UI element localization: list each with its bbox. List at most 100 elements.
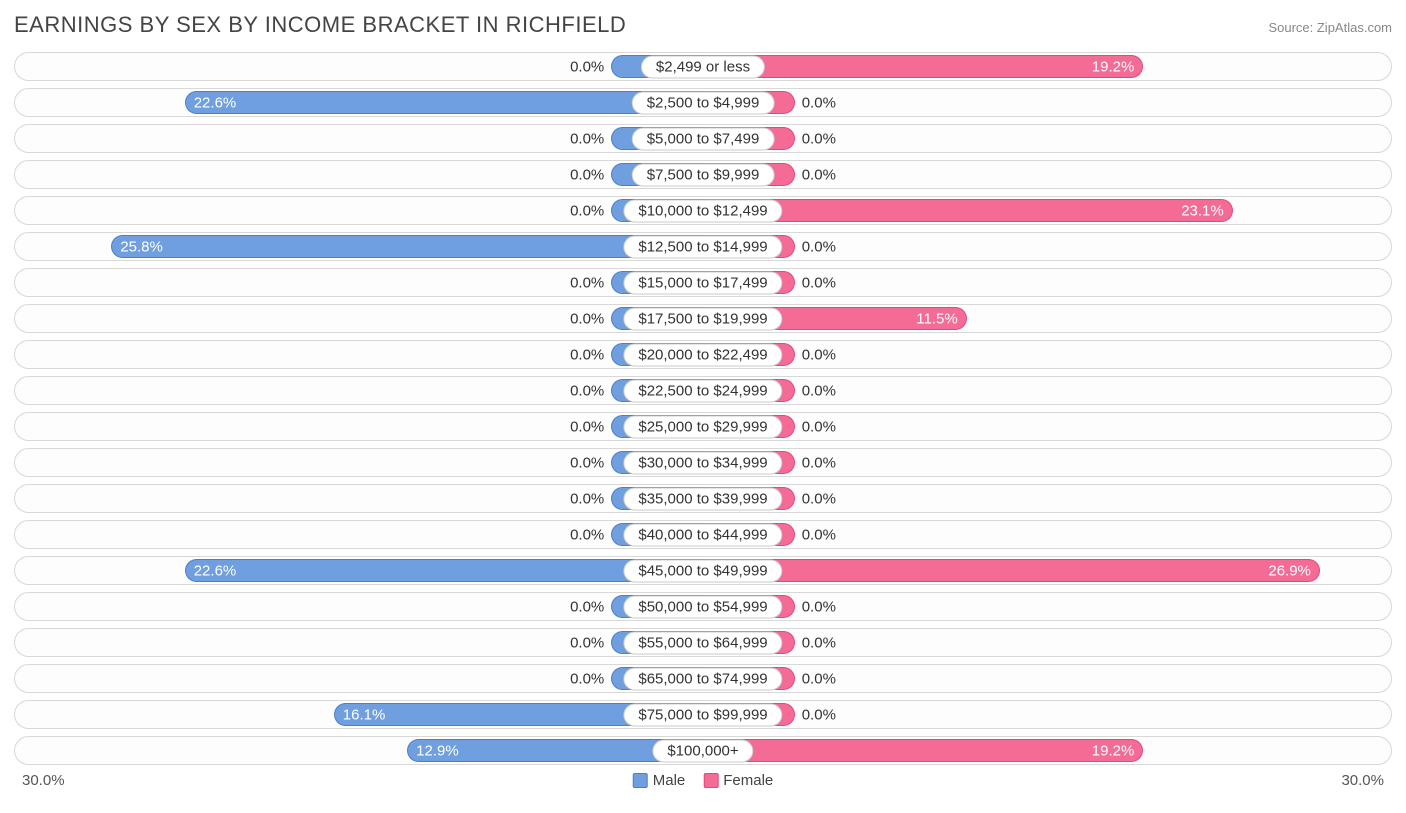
legend-swatch — [703, 773, 718, 788]
male-value: 22.6% — [194, 562, 237, 579]
female-bar: 19.2% — [703, 739, 1143, 762]
female-value: 0.0% — [794, 670, 836, 687]
female-value: 0.0% — [794, 526, 836, 543]
axis-left-label: 30.0% — [22, 772, 65, 789]
male-value: 12.9% — [416, 742, 459, 759]
female-value: 0.0% — [794, 238, 836, 255]
chart-row: 0.0% 0.0% $30,000 to $34,999 — [14, 448, 1392, 477]
male-value: 0.0% — [570, 274, 612, 291]
male-value: 25.8% — [120, 238, 163, 255]
male-value: 0.0% — [570, 58, 612, 75]
female-bar: 23.1% — [703, 199, 1233, 222]
male-value: 16.1% — [343, 706, 386, 723]
chart-row: 0.0% 0.0% $20,000 to $22,499 — [14, 340, 1392, 369]
chart-row: 0.0% 23.1% $10,000 to $12,499 — [14, 196, 1392, 225]
male-value: 0.0% — [570, 526, 612, 543]
male-value: 0.0% — [570, 418, 612, 435]
bracket-label: $100,000+ — [652, 739, 753, 762]
bracket-label: $20,000 to $22,499 — [623, 343, 782, 366]
female-value: 0.0% — [794, 382, 836, 399]
chart-row: 0.0% 0.0% $35,000 to $39,999 — [14, 484, 1392, 513]
bracket-label: $50,000 to $54,999 — [623, 595, 782, 618]
female-bar: 26.9% — [703, 559, 1320, 582]
chart-row: 0.0% 0.0% $5,000 to $7,499 — [14, 124, 1392, 153]
male-value: 0.0% — [570, 490, 612, 507]
bracket-label: $45,000 to $49,999 — [623, 559, 782, 582]
female-value: 0.0% — [794, 130, 836, 147]
chart-row: 12.9% 19.2% $100,000+ — [14, 736, 1392, 765]
chart-row: 0.0% 0.0% $7,500 to $9,999 — [14, 160, 1392, 189]
female-value: 0.0% — [794, 346, 836, 363]
chart-row: 22.6% 26.9% $45,000 to $49,999 — [14, 556, 1392, 585]
chart-source: Source: ZipAtlas.com — [1268, 20, 1392, 35]
male-value: 0.0% — [570, 454, 612, 471]
female-value: 26.9% — [1268, 562, 1311, 579]
female-value: 0.0% — [794, 418, 836, 435]
chart-row: 16.1% 0.0% $75,000 to $99,999 — [14, 700, 1392, 729]
chart-row: 0.0% 0.0% $40,000 to $44,999 — [14, 520, 1392, 549]
male-value: 0.0% — [570, 598, 612, 615]
chart-row: 0.0% 19.2% $2,499 or less — [14, 52, 1392, 81]
bracket-label: $15,000 to $17,499 — [623, 271, 782, 294]
bracket-label: $30,000 to $34,999 — [623, 451, 782, 474]
bracket-label: $75,000 to $99,999 — [623, 703, 782, 726]
legend-label: Male — [653, 772, 686, 789]
chart-row: 0.0% 0.0% $55,000 to $64,999 — [14, 628, 1392, 657]
bracket-label: $7,500 to $9,999 — [632, 163, 775, 186]
axis-right-label: 30.0% — [1341, 772, 1384, 789]
legend-label: Female — [723, 772, 773, 789]
male-value: 0.0% — [570, 346, 612, 363]
chart-header: EARNINGS BY SEX BY INCOME BRACKET IN RIC… — [14, 12, 1392, 38]
female-value: 11.5% — [916, 310, 957, 327]
female-bar: 19.2% — [703, 55, 1143, 78]
female-value: 0.0% — [794, 490, 836, 507]
female-value: 0.0% — [794, 166, 836, 183]
chart-row: 0.0% 11.5% $17,500 to $19,999 — [14, 304, 1392, 333]
legend: Male Female — [633, 772, 774, 789]
male-bar: 25.8% — [111, 235, 703, 258]
male-value: 0.0% — [570, 670, 612, 687]
chart-area: 0.0% 19.2% $2,499 or less 22.6% 0.0% $2,500 t… — [14, 52, 1392, 765]
bracket-label: $17,500 to $19,999 — [623, 307, 782, 330]
male-value: 22.6% — [194, 94, 237, 111]
chart-row: 22.6% 0.0% $2,500 to $4,999 — [14, 88, 1392, 117]
female-value: 0.0% — [794, 274, 836, 291]
bracket-label: $2,500 to $4,999 — [632, 91, 775, 114]
chart-footer: 30.0% Male Female 30.0% — [14, 772, 1392, 789]
bracket-label: $5,000 to $7,499 — [632, 127, 775, 150]
female-value: 23.1% — [1181, 202, 1224, 219]
bracket-label: $35,000 to $39,999 — [623, 487, 782, 510]
bracket-label: $10,000 to $12,499 — [623, 199, 782, 222]
female-value: 19.2% — [1092, 742, 1135, 759]
male-value: 0.0% — [570, 166, 612, 183]
legend-item: Female — [703, 772, 773, 789]
female-value: 0.0% — [794, 706, 836, 723]
female-value: 0.0% — [794, 454, 836, 471]
female-value: 0.0% — [794, 598, 836, 615]
chart-row: 0.0% 0.0% $50,000 to $54,999 — [14, 592, 1392, 621]
legend-item: Male — [633, 772, 686, 789]
male-value: 0.0% — [570, 382, 612, 399]
female-value: 0.0% — [794, 94, 836, 111]
bracket-label: $65,000 to $74,999 — [623, 667, 782, 690]
chart-title: EARNINGS BY SEX BY INCOME BRACKET IN RIC… — [14, 12, 626, 38]
chart-row: 25.8% 0.0% $12,500 to $14,999 — [14, 232, 1392, 261]
bracket-label: $55,000 to $64,999 — [623, 631, 782, 654]
male-value: 0.0% — [570, 202, 612, 219]
chart-row: 0.0% 0.0% $65,000 to $74,999 — [14, 664, 1392, 693]
legend-swatch — [633, 773, 648, 788]
bracket-label: $12,500 to $14,999 — [623, 235, 782, 258]
male-value: 0.0% — [570, 310, 612, 327]
chart-row: 0.0% 0.0% $25,000 to $29,999 — [14, 412, 1392, 441]
bracket-label: $25,000 to $29,999 — [623, 415, 782, 438]
male-bar: 22.6% — [185, 91, 703, 114]
male-value: 0.0% — [570, 130, 612, 147]
bracket-label: $40,000 to $44,999 — [623, 523, 782, 546]
male-value: 0.0% — [570, 634, 612, 651]
female-value: 0.0% — [794, 634, 836, 651]
bracket-label: $2,499 or less — [641, 55, 765, 78]
female-value: 19.2% — [1092, 58, 1135, 75]
bracket-label: $22,500 to $24,999 — [623, 379, 782, 402]
chart-row: 0.0% 0.0% $15,000 to $17,499 — [14, 268, 1392, 297]
chart-row: 0.0% 0.0% $22,500 to $24,999 — [14, 376, 1392, 405]
